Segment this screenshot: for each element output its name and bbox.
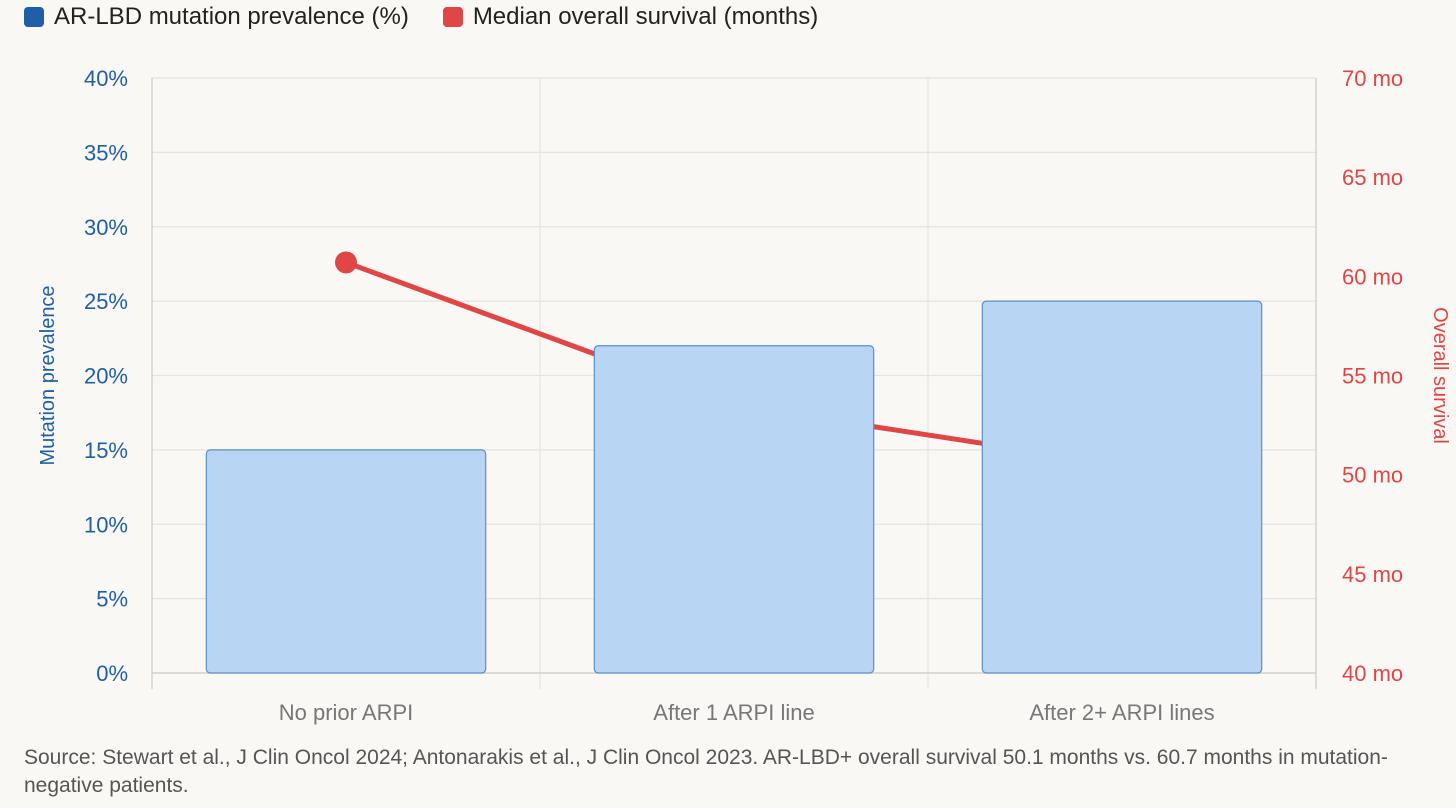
source-note: Source: Stewart et al., J Clin Oncol 202… <box>24 746 1388 797</box>
y-tick-label: 10% <box>84 512 128 537</box>
x-tick-label: No prior ARPI <box>279 700 414 725</box>
y2-axis-title: Overall survival <box>1429 307 1451 444</box>
y-tick-label: 5% <box>96 587 128 612</box>
y2-tick-label: 65 mo <box>1342 165 1403 190</box>
legend-item-prevalence[interactable]: AR-LBD mutation prevalence (%) <box>24 3 409 31</box>
chart-legend: AR-LBD mutation prevalence (%) Median ov… <box>24 2 818 32</box>
y2-tick-label: 60 mo <box>1342 264 1403 289</box>
prevalence-bar <box>981 300 1263 674</box>
prevalence-bar <box>205 449 487 674</box>
legend-swatch-survival <box>442 7 463 27</box>
y-axis-title: Mutation prevalence <box>37 285 59 465</box>
y2-tick-label: 70 mo <box>1342 66 1403 91</box>
y-tick-label: 30% <box>84 215 128 240</box>
combo-chart: 0% 5% 10% 15% 20% 25% 30% 35% 40% 40 mo 45 mo 50 mo… <box>37 66 1451 725</box>
y-tick-label: 25% <box>84 289 128 314</box>
y-tick-label: 0% <box>96 661 128 686</box>
y-tick-label: 15% <box>84 438 128 463</box>
legend-label-prevalence: AR-LBD mutation prevalence (%) <box>54 3 409 30</box>
y2-tick-label: 50 mo <box>1342 463 1403 488</box>
y2-tick-label: 40 mo <box>1342 661 1403 686</box>
x-tick-label: After 1 ARPI line <box>653 700 814 725</box>
y-tick-label: 40% <box>84 66 128 91</box>
survival-point <box>335 251 357 274</box>
y-tick-label: 20% <box>84 364 128 389</box>
y-tick-label: 35% <box>84 140 128 165</box>
legend-label-survival: Median overall survival (months) <box>472 3 819 30</box>
legend-item-survival[interactable]: Median overall survival (months) <box>442 3 819 31</box>
y2-tick-label: 55 mo <box>1342 364 1403 389</box>
prevalence-bar <box>593 345 875 674</box>
legend-swatch-prevalence <box>24 7 44 27</box>
x-tick-label: After 2+ ARPI lines <box>1029 700 1214 725</box>
y2-tick-label: 45 mo <box>1342 562 1403 587</box>
